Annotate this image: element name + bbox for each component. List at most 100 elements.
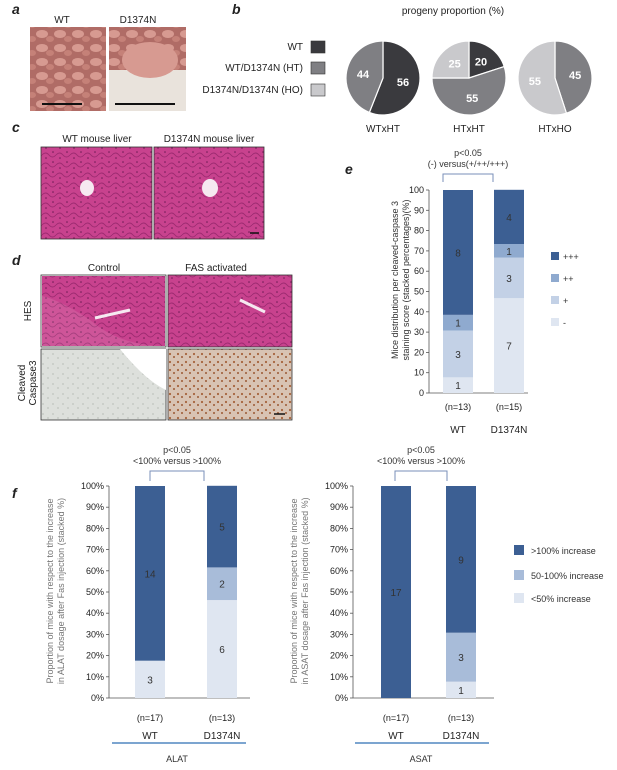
bar-segment	[135, 486, 165, 661]
y-tick-label: 60	[414, 266, 424, 276]
pie-slice	[345, 40, 384, 114]
panel-b-legend: WT WT/D1374N (HT) D1374N/D1374N (HO)	[202, 40, 326, 97]
x-tick-label: D1374N	[204, 731, 241, 742]
pie-title: HTxHO	[538, 124, 572, 135]
y-tick-label: 0%	[91, 693, 104, 703]
pie-HTxHO: 45 55 HTxHO	[517, 40, 593, 135]
panel-e-chart: 0 10 20 30 40 50 60 70 80 90 100 1 3 1 8 (n=13) WT 7 3 1 4 (n…	[409, 185, 579, 436]
panel-letter-a: a	[12, 1, 20, 17]
bar-count-label: 1	[458, 686, 464, 697]
bar-count-label: 1	[455, 319, 461, 330]
bar-segment	[494, 298, 524, 393]
pie-slice-label: 55	[529, 76, 541, 88]
n-label: (n=17)	[137, 713, 163, 723]
bar-count-label: 6	[219, 645, 225, 656]
bar-count-label: 4	[506, 213, 512, 224]
y-tick-label: 20%	[330, 651, 348, 661]
bar-count-label: 3	[458, 653, 464, 664]
y-tick-label: 70%	[330, 545, 348, 555]
y-tick-label: 10%	[330, 672, 348, 682]
legend-swatch	[551, 318, 559, 326]
y-tick-label: 70%	[86, 545, 104, 555]
panel-f-alat-sig: p<0.05	[163, 445, 191, 455]
y-tick-label: 20	[414, 347, 424, 357]
panel-a-label-d1374n: D1374N	[120, 15, 157, 26]
y-tick-label: 100%	[81, 481, 104, 491]
panel-letter-c: c	[12, 119, 20, 135]
bar-segment	[207, 485, 237, 568]
bar-count-label: 9	[458, 555, 464, 566]
panel-c-label-d1374n: D1374N mouse liver	[164, 134, 255, 145]
pie-slice	[554, 40, 593, 114]
y-tick-label: 30%	[86, 629, 104, 639]
panel-b-pies: 56 44 WTxHT 20 55 25 HTxHT 45 55 HTxHO	[345, 40, 593, 135]
y-tick-label: 60%	[330, 566, 348, 576]
panel-d-label-control: Control	[88, 263, 120, 274]
y-tick-label: 50%	[86, 587, 104, 597]
y-tick-label: 10%	[86, 672, 104, 682]
pie-slice	[431, 65, 507, 116]
panel-d-image-casp-fas	[167, 348, 293, 421]
legend-swatch-gt100	[514, 545, 524, 555]
bar-segment	[446, 681, 476, 698]
y-tick-label: 30	[414, 327, 424, 337]
panel-f-asat-label: ASAT	[410, 754, 433, 764]
x-tick-label: WT	[388, 731, 404, 742]
n-label: (n=15)	[496, 402, 522, 412]
pie-HTxHT: 20 55 25 HTxHT	[431, 40, 507, 135]
x-tick-label: WT	[142, 731, 158, 742]
panel-f-asat-chart: 0% 10% 20% 30% 40% 50% 60% 70% 80% 90% 100% 17 (n=17…	[325, 481, 494, 742]
bar-count-label: 17	[390, 588, 402, 599]
legend-swatch-ht	[310, 61, 326, 75]
legend-label-gt100: >100% increase	[531, 546, 596, 556]
panel-f-asat-ylabel-2: in ASAT dosage after Fas injection (stac…	[300, 497, 310, 684]
y-tick-label: 0%	[335, 693, 348, 703]
pie-slice-label: 55	[466, 93, 478, 105]
bar-segment	[494, 257, 524, 299]
legend-label: ++	[563, 274, 574, 284]
y-tick-label: 20%	[86, 651, 104, 661]
legend-swatch	[551, 252, 559, 260]
bar-count-label: 7	[506, 342, 512, 353]
panel-letter-b: b	[232, 1, 241, 17]
legend-label-ht: WT/D1374N (HT)	[225, 63, 303, 74]
bar-segment	[443, 314, 473, 331]
panel-e-ylabel-1: Mice distribution per cleaved-caspase 3	[390, 201, 400, 359]
n-label: (n=13)	[448, 713, 474, 723]
y-tick-label: 60%	[86, 566, 104, 576]
y-tick-label: 80%	[86, 523, 104, 533]
panel-f-asat-sig-bracket	[394, 470, 448, 481]
panel-d-label-fas: FAS activated	[185, 263, 247, 274]
y-tick-label: 90	[414, 205, 424, 215]
x-tick-label: D1374N	[443, 731, 480, 742]
bar-segment	[443, 377, 473, 393]
panel-f-alat-label: ALAT	[166, 754, 188, 764]
bar-segment	[381, 486, 411, 698]
legend-swatch	[551, 296, 559, 304]
panel-e-sig-sub: (-) versus(+/++/+++)	[428, 159, 509, 169]
bar-segment	[443, 330, 473, 378]
panel-f-asat-sig-sub: <100% versus >100%	[377, 456, 465, 466]
legend-label-wt: WT	[287, 42, 303, 53]
legend-swatch	[551, 274, 559, 282]
bar-count-label: 3	[455, 350, 461, 361]
panel-d-row-caspase3: Caspase3	[28, 360, 39, 405]
panel-d-image-hes-fas	[167, 274, 293, 348]
panel-c-label-wt: WT mouse liver	[62, 134, 132, 145]
x-tick-label: WT	[450, 425, 466, 436]
bar-count-label: 3	[147, 675, 153, 686]
bar-count-label: 8	[455, 248, 461, 259]
panel-letter-d: d	[12, 252, 21, 268]
n-label: (n=17)	[383, 713, 409, 723]
bar-count-label: 2	[219, 580, 225, 591]
pie-slice	[368, 40, 421, 116]
x-tick-label: D1374N	[491, 425, 528, 436]
y-tick-label: 80	[414, 226, 424, 236]
y-tick-label: 0	[419, 388, 424, 398]
legend-swatch-50-100	[514, 570, 524, 580]
panel-f-alat-sig-bracket	[149, 470, 205, 481]
y-tick-label: 70	[414, 246, 424, 256]
panel-f-alat-sig-sub: <100% versus >100%	[133, 456, 221, 466]
pie-slice	[431, 40, 470, 79]
